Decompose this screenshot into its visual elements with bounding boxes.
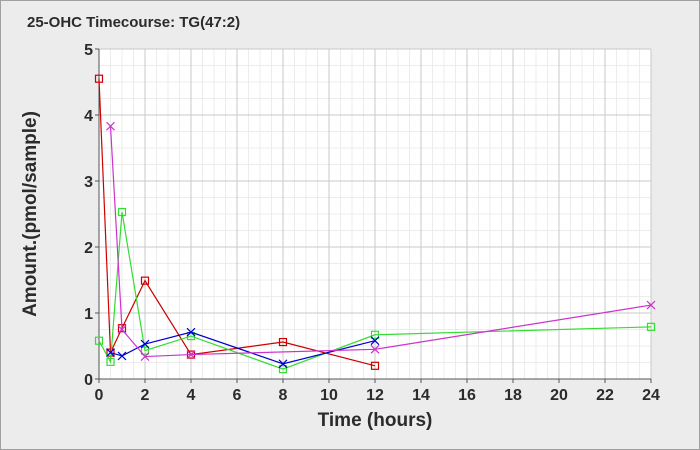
- y-tick-label: 4: [84, 108, 93, 125]
- data-point: [646, 322, 656, 331]
- y-tick-label: 0: [84, 372, 93, 389]
- y-tick-label: 1: [84, 306, 93, 323]
- x-tick-label: 2: [141, 387, 150, 404]
- data-point: [186, 327, 196, 337]
- data-point: [94, 336, 104, 345]
- x-axis-label: Time (hours): [318, 410, 433, 431]
- x-tick-label: 6: [233, 387, 242, 404]
- axes: [95, 48, 652, 383]
- series-2: [94, 207, 656, 374]
- data-point: [106, 348, 115, 358]
- data-point: [140, 339, 150, 349]
- data-point: [106, 121, 115, 131]
- series-3: [106, 327, 380, 369]
- data-point: [278, 365, 288, 374]
- data-point: [140, 352, 150, 361]
- data-point: [117, 207, 127, 217]
- data-point: [370, 336, 380, 346]
- x-tick-label: 22: [596, 387, 614, 404]
- x-tick-label: 0: [95, 387, 104, 404]
- y-tick-label: 2: [84, 240, 93, 257]
- x-tick-label: 18: [504, 387, 522, 404]
- x-tick-label: 16: [458, 387, 476, 404]
- x-tick-label: 8: [279, 387, 288, 404]
- data-point: [140, 276, 150, 285]
- x-tick-label: 14: [412, 387, 430, 404]
- x-tick-label: 24: [642, 387, 660, 404]
- series-line: [98, 211, 652, 370]
- data-point: [278, 359, 288, 369]
- data-point: [106, 357, 115, 366]
- series-line: [110, 331, 376, 365]
- data-point: [370, 361, 380, 370]
- data-point: [94, 74, 104, 83]
- data-point: [370, 344, 380, 354]
- data-point: [117, 351, 127, 361]
- series-line: [109, 126, 652, 358]
- y-tick-label: 5: [84, 42, 93, 59]
- data-point: [186, 350, 196, 360]
- data-point: [278, 337, 288, 347]
- data-point: [140, 346, 150, 355]
- y-tick-label: 3: [84, 174, 93, 191]
- major-gridlines: [98, 48, 652, 380]
- x-tick-label: 20: [550, 387, 568, 404]
- data-point: [370, 330, 380, 339]
- chart-title: 25-OHC Timecourse: TG(47:2): [27, 14, 240, 31]
- x-tick-label: 4: [187, 387, 196, 404]
- series-layer: [94, 74, 656, 374]
- series-4: [106, 121, 656, 361]
- data-point: [646, 300, 656, 310]
- x-tick-label: 10: [320, 387, 338, 404]
- y-axis-label: Amount.(pmol/sample): [20, 111, 41, 317]
- x-tick-label: 12: [366, 387, 384, 404]
- data-point: [117, 325, 127, 334]
